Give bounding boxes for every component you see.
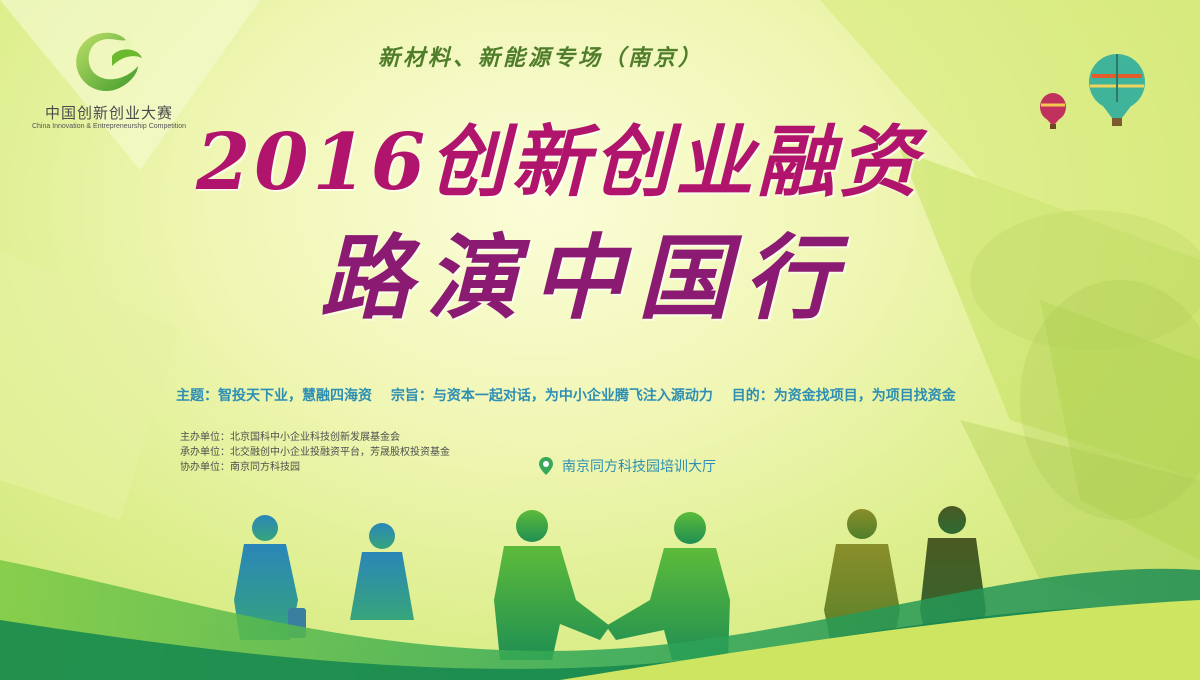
venue-text: 南京同方科技园培训大厅 [562,459,716,475]
event-subtitle: 新材料、新能源专场（南京） [378,45,704,71]
location-pin-icon [539,457,553,475]
hot-air-balloon-small-icon [1040,93,1066,129]
theme-row: 主题：智投天下业，慧融四海资 宗旨：与资本一起对话，为中小企业腾飞注入源动力 目… [176,385,970,405]
silhouette-handshake [494,510,730,660]
theme-goal: 目的：为资金找项目，为项目找资金 [731,388,956,404]
logo-name-cn: 中国创新创业大赛 [44,104,173,122]
c-swirl-logo-icon [76,32,142,92]
hot-air-balloon-large-icon [1089,54,1145,126]
logo-name-en: China Innovation & Entrepreneurship Comp… [31,123,187,130]
organizing-unit: 承办单位：北交融创中小企业投融资平台，芳晟股权投资基金 [180,447,450,458]
venue: 南京同方科技园培训大厅 [538,456,716,476]
silhouette-woman [350,523,414,620]
theme-topic: 主题：智投天下业，慧融四海资 [176,388,372,404]
theme-purpose: 宗旨：与资本一起对话，为中小企业腾飞注入源动力 [390,388,713,404]
yellow-wave-front [560,600,1200,680]
silhouette-man-briefcase [234,515,306,640]
main-title-line1: 2016创新创业融资 [196,117,922,208]
co-organizer: 协办单位：南京同方科技园 [180,462,300,473]
host-organizer: 主办单位：北京国科中小企业科技创新发展基金会 [180,432,400,443]
main-title-line2: 路演中国行 [320,224,851,332]
